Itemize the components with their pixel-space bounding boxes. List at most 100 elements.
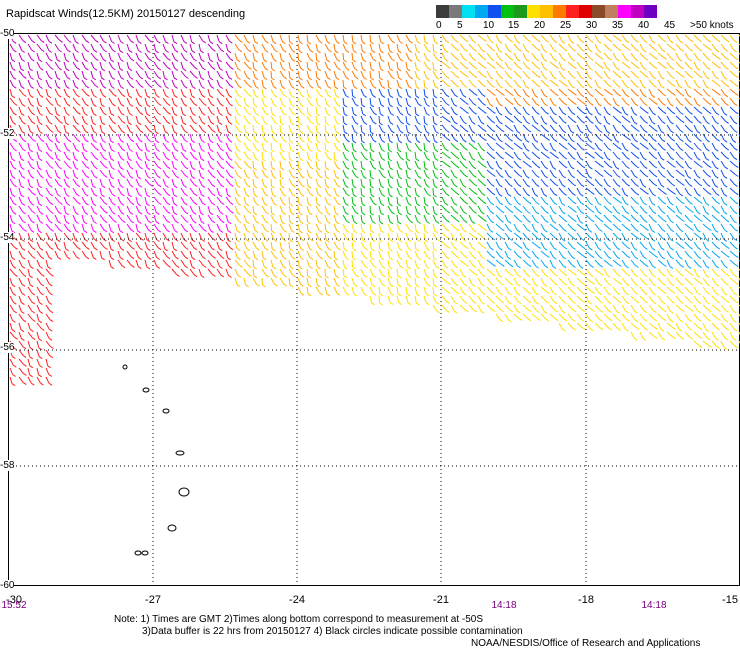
- wind-barb: [84, 59, 88, 63]
- wind-barb: [527, 219, 531, 223]
- wind-barb: [635, 192, 640, 196]
- wind-barb: [228, 157, 233, 161]
- wind-barb: [706, 283, 711, 287]
- wind-barb: [351, 43, 354, 51]
- wind-barb: [306, 70, 310, 78]
- wind-barb: [711, 223, 716, 231]
- wind-barb: [516, 292, 521, 296]
- wind-barb: [216, 241, 220, 249]
- wind-barb: [18, 178, 22, 186]
- wind-barb: [261, 34, 266, 42]
- wind-barb: [45, 241, 51, 248]
- wind-barb: [693, 340, 700, 347]
- wind-barb: [715, 175, 719, 179]
- wind-barb: [387, 70, 393, 78]
- wind-barb: [582, 272, 586, 276]
- wind-barb: [590, 255, 595, 259]
- wind-barb: [162, 169, 167, 177]
- wind-barb: [398, 302, 403, 306]
- wind-barb: [617, 237, 622, 241]
- wind-barb: [175, 175, 179, 179]
- wind-barb: [27, 187, 33, 194]
- wind-barb: [299, 266, 303, 270]
- wind-barb: [144, 61, 150, 69]
- wind-barb: [162, 178, 166, 186]
- wind-barb: [679, 85, 683, 89]
- wind-barb: [531, 43, 538, 50]
- wind-barb: [471, 130, 476, 134]
- wind-barb: [473, 85, 477, 88]
- wind-barb: [522, 34, 529, 41]
- wind-barb: [666, 232, 671, 240]
- wind-barb: [540, 268, 546, 275]
- wind-barb: [697, 292, 701, 296]
- wind-barb: [130, 85, 135, 89]
- wind-barb: [724, 292, 728, 296]
- wind-barb: [130, 139, 135, 143]
- wind-barb: [387, 295, 391, 303]
- wind-barb: [573, 272, 577, 276]
- wind-barb: [399, 248, 403, 252]
- wind-barb: [370, 158, 375, 162]
- wind-barb: [137, 203, 142, 207]
- wind-barb: [662, 201, 667, 205]
- wind-barb: [567, 223, 574, 230]
- wind-barb: [103, 157, 107, 161]
- wind-barb: [567, 277, 573, 285]
- wind-barb: [657, 34, 664, 41]
- wind-barb: [517, 202, 521, 206]
- wind-barb: [594, 286, 600, 294]
- wind-barb: [702, 286, 708, 293]
- wind-barb: [234, 259, 240, 266]
- wind-barb: [198, 250, 204, 258]
- wind-barb: [518, 66, 522, 70]
- wind-barb: [252, 61, 255, 69]
- wind-barb: [101, 194, 105, 198]
- wind-barb: [418, 184, 422, 188]
- wind-barb: [510, 155, 514, 159]
- wind-barb: [635, 75, 640, 79]
- wind-barb: [492, 92, 496, 96]
- wind-barb: [325, 149, 329, 153]
- wind-barb: [65, 248, 69, 252]
- wind-barb: [729, 97, 735, 104]
- wind-barb: [405, 79, 410, 87]
- wind-barb: [446, 130, 450, 133]
- wind-barb: [473, 111, 477, 115]
- wind-barb: [248, 84, 252, 88]
- wind-barb: [657, 304, 664, 311]
- wind-barb: [380, 212, 384, 216]
- wind-barb: [522, 313, 529, 320]
- wind-barb: [606, 67, 611, 71]
- wind-barb: [433, 104, 438, 108]
- wind-barb: [380, 68, 384, 72]
- wind-barb: [325, 140, 330, 144]
- wind-barb: [531, 214, 537, 222]
- wind-barb: [608, 219, 612, 223]
- wind-barb: [675, 196, 682, 203]
- wind-barb: [723, 175, 728, 179]
- wind-barb: [189, 88, 193, 96]
- wind-barb: [369, 187, 372, 195]
- wind-barb: [567, 115, 574, 122]
- wind-barb: [352, 59, 356, 63]
- wind-barb: [486, 88, 493, 94]
- wind-barb: [148, 58, 153, 62]
- wind-barb: [297, 241, 302, 249]
- wind-barb: [702, 61, 708, 68]
- wind-barb: [724, 184, 728, 188]
- wind-barb: [110, 113, 115, 117]
- wind-barb: [455, 156, 460, 160]
- wind-barb: [580, 211, 585, 215]
- wind-barb: [397, 284, 402, 288]
- wind-barb: [594, 52, 601, 58]
- wind-barb: [423, 286, 427, 294]
- wind-barb: [630, 259, 636, 266]
- wind-barb: [288, 115, 292, 123]
- wind-barb: [30, 229, 35, 233]
- wind-barb: [657, 133, 663, 140]
- wind-barb: [162, 232, 167, 240]
- wind-barb: [307, 113, 312, 117]
- wind-barb: [495, 313, 501, 320]
- wind-barb: [486, 304, 493, 311]
